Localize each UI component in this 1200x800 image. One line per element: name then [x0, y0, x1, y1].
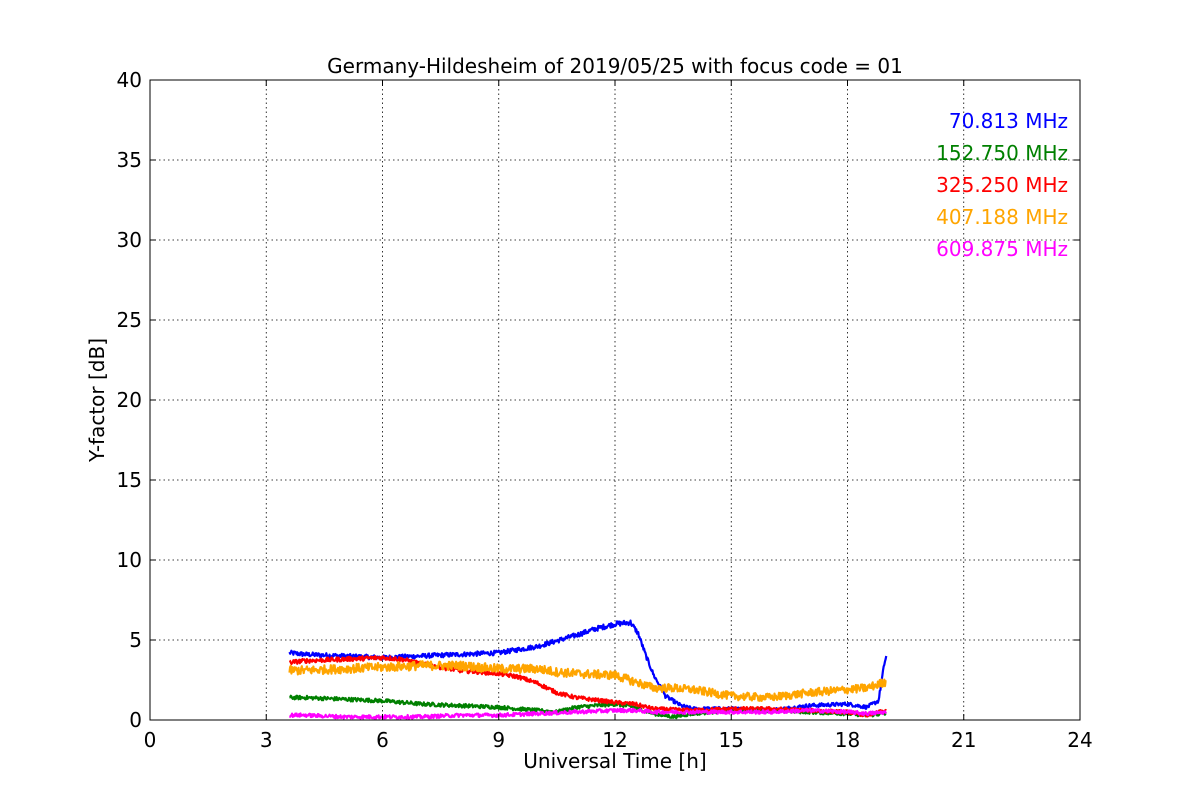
plot-area [288, 619, 888, 720]
y-tick-label: 40 [117, 68, 142, 92]
series-line-4 [288, 707, 888, 720]
y-tick-label: 5 [129, 628, 142, 652]
y-tick-label: 10 [117, 548, 142, 572]
legend: 70.813 MHz 152.750 MHz 325.250 MHz 407.188 … [936, 109, 1068, 261]
legend-entry-0: 70.813 MHz [949, 109, 1068, 133]
y-tick-label: 25 [117, 308, 142, 332]
chart-title: Germany-Hildesheim of 2019/05/25 with fo… [327, 54, 903, 78]
x-tick-label: 21 [951, 728, 976, 752]
legend-entry-1: 152.750 MHz [936, 141, 1068, 165]
y-tick-labels: 0 5 10 15 20 25 30 35 40 [117, 68, 142, 732]
y-tick-label: 30 [117, 228, 142, 252]
y-tick-label: 0 [129, 708, 142, 732]
x-tick-label: 0 [144, 728, 157, 752]
series-line-3 [288, 660, 887, 702]
y-tick-label: 15 [117, 468, 142, 492]
x-tick-labels: 0 3 6 9 12 15 18 21 24 [144, 728, 1093, 752]
ticks [149, 79, 1081, 721]
legend-entry-3: 407.188 MHz [936, 205, 1068, 229]
legend-entry-4: 609.875 MHz [936, 237, 1068, 261]
x-tick-label: 3 [260, 728, 273, 752]
x-tick-label: 12 [602, 728, 627, 752]
grid [150, 80, 1080, 720]
y-tick-label: 20 [117, 388, 142, 412]
x-tick-label: 6 [376, 728, 389, 752]
x-tick-label: 18 [835, 728, 860, 752]
series-line-2 [288, 655, 887, 718]
legend-entry-2: 325.250 MHz [936, 173, 1068, 197]
x-tick-label: 15 [719, 728, 744, 752]
y-tick-label: 35 [117, 148, 142, 172]
x-axis-title: Universal Time [h] [523, 749, 706, 773]
x-tick-label: 24 [1067, 728, 1092, 752]
x-tick-label: 9 [492, 728, 505, 752]
y-axis-title: Y-factor [dB] [85, 338, 109, 463]
